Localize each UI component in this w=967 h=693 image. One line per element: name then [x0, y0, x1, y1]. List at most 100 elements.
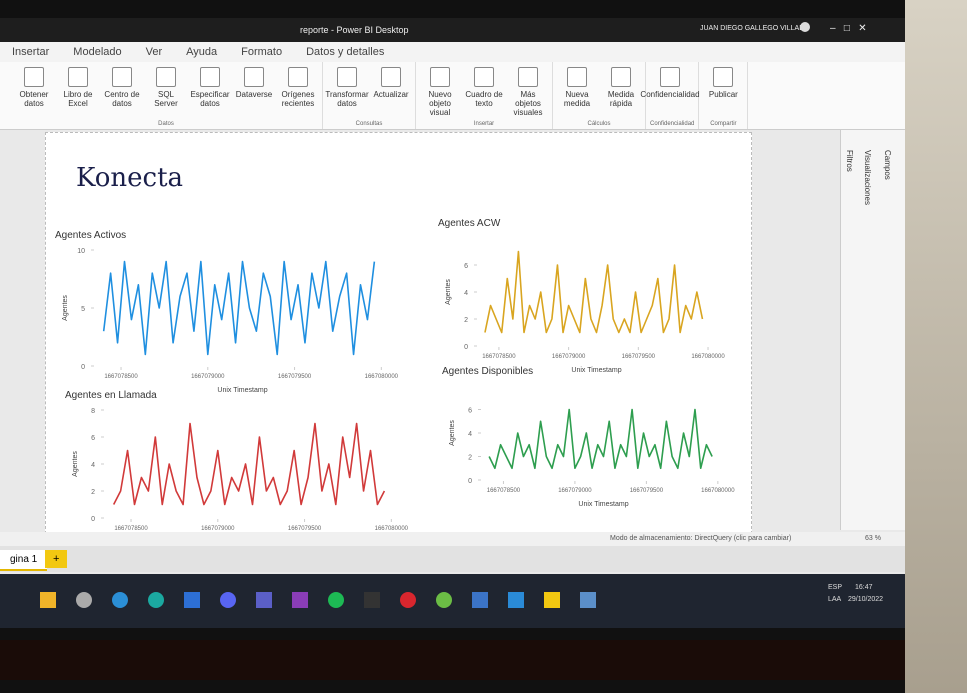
app-icon[interactable]	[580, 592, 596, 608]
screen: reporte - Power BI Desktop JUAN DIEGO GA…	[0, 18, 905, 628]
y-tick-label: 2	[468, 455, 472, 462]
ribbon-button[interactable]: Libro de Excel	[58, 62, 98, 121]
chart-title: Agentes en Llamada	[65, 390, 157, 401]
y-tick-label: 4	[464, 290, 468, 297]
ribbon-button[interactable]: Dataverse	[234, 62, 274, 121]
y-axis-label: Agentes	[445, 279, 452, 305]
button-label: Más objetos visuales	[513, 90, 543, 117]
app-icon[interactable]	[148, 592, 164, 608]
ribbon-button[interactable]: Nuevo objeto visual	[420, 62, 460, 121]
button-icon	[713, 67, 734, 87]
y-tick-label: 4	[468, 431, 472, 438]
taskbar: ESP LAA 16:47 29/10/2022	[0, 574, 905, 628]
button-icon	[611, 67, 631, 87]
clock-time[interactable]: 16:47	[855, 584, 873, 591]
app-icon[interactable]	[292, 592, 308, 608]
background-wall	[905, 0, 967, 693]
button-icon	[430, 67, 450, 87]
app-icon[interactable]	[256, 592, 272, 608]
logo: Konecta	[76, 163, 184, 193]
line-series	[484, 250, 704, 334]
language[interactable]: ESP	[828, 584, 843, 591]
button-icon	[112, 67, 132, 87]
ribbon-button[interactable]: Transformar datos	[325, 62, 369, 121]
app-icon[interactable]	[328, 592, 344, 608]
add-page[interactable]: +	[45, 550, 68, 568]
x-tick-label: 1667079000	[201, 526, 235, 532]
button-label: Libro de Excel	[63, 90, 93, 108]
x-tick-label: 1667080000	[375, 526, 409, 532]
ribbon-button[interactable]: Especificar datos	[190, 62, 230, 121]
button-label: Dataverse	[235, 90, 273, 99]
app-icon[interactable]	[364, 592, 380, 608]
clock-date[interactable]: 29/10/2022	[848, 596, 884, 603]
ribbon-button[interactable]: Obtener datos	[14, 62, 54, 121]
x-tick-label: 1667079500	[630, 488, 664, 494]
x-axis-label: Unix Timestamp	[571, 367, 621, 374]
ribbon-tab[interactable]: Ayuda	[186, 46, 218, 58]
ribbon-group: Nueva medida Medida rápida Cálculos	[553, 62, 646, 129]
ribbon-button[interactable]: Actualizar	[371, 62, 411, 121]
button-icon	[474, 67, 494, 87]
ribbon-tab[interactable]: Formato	[241, 46, 283, 58]
app-icon[interactable]	[436, 592, 452, 608]
y-tick-label: 0	[464, 344, 468, 351]
chart-title: Agentes Activos	[55, 230, 126, 241]
group-name: Cálculos	[587, 121, 611, 127]
app-icon[interactable]	[112, 592, 128, 608]
ribbon-button[interactable]: Cuadro de texto	[464, 62, 504, 121]
ribbon-tabs: Insertar Modelado Ver Ayuda Formato Datos y d…	[0, 42, 905, 62]
y-tick-label: 6	[464, 263, 468, 270]
y-tick-label: 6	[468, 408, 472, 415]
ribbon-button[interactable]: Orígenes recientes	[278, 62, 318, 121]
ribbon-button[interactable]: Más objetos visuales	[508, 62, 548, 121]
pane-title[interactable]: Filtros	[845, 150, 854, 172]
ribbon-tab[interactable]: Datos y detalles	[306, 46, 385, 58]
app-icon[interactable]	[40, 592, 56, 608]
app-icon[interactable]	[508, 592, 524, 608]
pane-title[interactable]: Visualizaciones	[863, 150, 872, 205]
button-icon	[337, 67, 357, 87]
button-label: Actualizar	[373, 90, 409, 99]
ribbon-button[interactable]: Confidencialidad	[640, 62, 700, 121]
ribbon-tab[interactable]: Ver	[145, 46, 163, 58]
user-name[interactable]: JUAN DIEGO GALLEGO VILLADA	[700, 25, 809, 32]
button-label: Centro de datos	[104, 90, 140, 108]
ribbon-button[interactable]: SQL Server	[146, 62, 186, 121]
app-icon[interactable]	[472, 592, 488, 608]
button-row: Confidencialidad	[640, 62, 700, 121]
page-tabs: gina 1 +	[0, 546, 905, 572]
ribbon-group: Transformar datos Actualizar Consultas	[323, 62, 416, 129]
ribbon-button[interactable]: Publicar	[703, 62, 743, 121]
app-icon[interactable]	[544, 592, 560, 608]
app-icon[interactable]	[220, 592, 236, 608]
group-name: Insertar	[473, 121, 495, 127]
ribbon-button[interactable]: Nueva medida	[557, 62, 597, 121]
button-icon	[244, 67, 264, 87]
ribbon-button[interactable]: Medida rápida	[601, 62, 641, 121]
button-icon	[567, 67, 587, 87]
y-tick-label: 2	[464, 317, 468, 324]
button-icon	[518, 67, 538, 87]
avatar	[800, 22, 810, 32]
chart-title: Agentes Disponibles	[442, 366, 533, 377]
window-controls[interactable]: – □ ✕	[830, 23, 867, 34]
line-series	[488, 408, 713, 470]
app-icon[interactable]	[76, 592, 92, 608]
ribbon-tab[interactable]: Insertar	[12, 46, 50, 58]
app-icon[interactable]	[400, 592, 416, 608]
y-tick-label: 2	[91, 489, 95, 496]
button-icon	[288, 67, 308, 87]
y-tick-label: 4	[91, 462, 95, 469]
title-bar: reporte - Power BI Desktop JUAN DIEGO GA…	[0, 18, 905, 42]
pane-title[interactable]: Campos	[883, 150, 892, 180]
page-tab[interactable]: gina 1	[0, 550, 48, 571]
storage-mode[interactable]: Modo de almacenamiento: DirectQuery (cli…	[610, 535, 792, 542]
group-name: Compartir	[710, 121, 737, 127]
app-icon[interactable]	[184, 592, 200, 608]
ribbon-button[interactable]: Centro de datos	[102, 62, 142, 121]
ribbon-tab[interactable]: Modelado	[73, 46, 122, 58]
button-label: Publicar	[708, 90, 738, 99]
button-icon	[381, 67, 401, 87]
keyboard-layout[interactable]: LAA	[828, 596, 842, 603]
